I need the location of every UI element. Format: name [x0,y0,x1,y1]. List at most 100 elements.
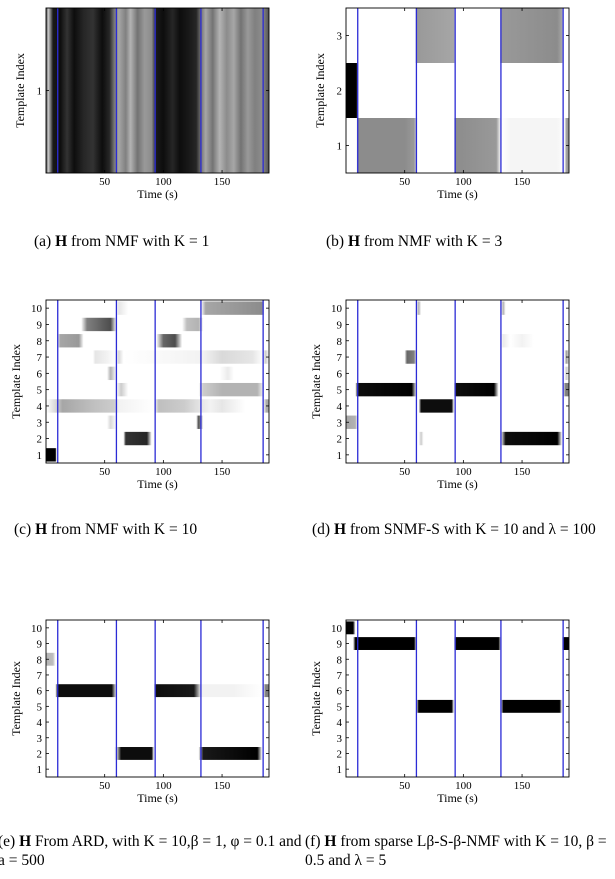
axes-frame [345,299,570,464]
caption-h: H [347,233,361,250]
heatmap-row-6 [346,366,569,381]
heatmap-row-8 [346,334,569,348]
caption-h: H [55,233,68,250]
y-tick-label: 4 [37,401,43,413]
y-tick-label: 1 [337,450,343,462]
heatmap-row-9 [346,637,569,650]
y-tick-label: 10 [31,623,43,635]
x-tick-label: 150 [214,176,231,188]
y-tick-label: 3 [337,417,343,429]
caption-text: From ARD, with K = 10,β = 1, φ = 0.1 and… [0,833,306,869]
y-tick-label: 1 [37,764,43,776]
x-axis-label: Time (s) [137,187,178,201]
y-tick-label: 8 [337,336,343,348]
y-tick-label: 9 [37,639,43,651]
x-tick-label: 50 [399,176,411,188]
caption-text: from sparse Lβ-S-β-NMF with K = 10, β = … [305,833,611,869]
caption-h: H [19,833,32,850]
panel-a: 50 100 150 1 Time (s) Template Index [13,7,270,201]
y-tick-label: 10 [331,623,343,635]
caption-mark: (a) [34,233,56,250]
caption-mark: (d) [312,521,334,538]
y-tick-label: 6 [37,686,43,698]
heatmap-row-4 [46,399,269,413]
heatmap-row-5 [46,382,269,397]
y-tick-label: 3 [337,733,343,745]
caption-b: (b) H from NMF with K = 3 [326,232,596,251]
y-axis-label: Template Index [9,661,23,736]
heatmap-row-9 [46,317,269,332]
heatmap-row-6 [46,366,269,381]
caption-mark: (e) [0,833,20,850]
heatmap-cells [46,652,269,760]
caption-mark: (f) [305,833,325,850]
heatmap-row-5 [346,382,569,397]
x-tick-label: 150 [214,466,231,478]
axes-frame [345,619,570,778]
x-tick-label: 50 [99,176,111,188]
panel-f: 50 100 150 1 2 3 4 5 6 7 8 9 10 Time (s) Template Inde… [309,619,570,805]
caption-a: (a) H from NMF with K = 1 [34,232,284,251]
y-axis-label: Template Index [309,661,323,736]
panel-b: 50 100 150 1 2 3 Time (s) Template Index [313,7,570,201]
heatmap-cells [46,8,269,173]
y-axis-label: Template Index [9,344,23,419]
x-tick-label: 100 [155,176,172,188]
heatmap-row-6 [46,684,269,698]
y-tick-label: 9 [337,639,343,651]
y-tick-label: 6 [337,686,343,698]
caption-c: (c) H from NMF with K = 10 [14,520,304,539]
panel-e: 50 100 150 1 2 3 4 5 6 7 8 9 10 Time (s) Template Inde… [9,619,270,805]
caption-mark: (b) [326,233,348,250]
y-tick-label: 3 [37,417,43,429]
x-axis-label: Time (s) [437,187,478,201]
caption-h: H [35,521,48,538]
x-tick-label: 150 [514,780,531,792]
y-axis-label: Template Index [309,344,323,419]
caption-h: H [324,833,337,850]
y-tick-label: 5 [37,385,43,397]
x-tick-label: 100 [155,780,172,792]
caption-text: from NMF with K = 1 [67,233,210,250]
x-tick-label: 50 [99,780,111,792]
caption-f: (f) H from sparse Lβ-S-β-NMF with K = 10… [305,832,610,870]
y-tick-label: 8 [337,654,343,666]
heatmap-row-8 [46,652,269,666]
axes-frame [45,619,270,778]
y-tick-label: 3 [37,733,43,745]
y-tick-label: 4 [337,717,343,729]
heatmap-cells [46,301,269,462]
heatmap-row-10 [346,621,569,635]
heatmap-row-10 [346,301,569,315]
heatmap-row-7 [346,350,569,364]
y-tick-label: 1 [37,86,43,98]
x-axis-label: Time (s) [137,477,178,491]
x-axis-label: Time (s) [137,791,178,805]
y-tick-label: 2 [337,748,343,760]
panel-d: 50 100 150 1 2 3 4 5 6 7 8 9 10 Time (s) Template Inde… [309,299,570,491]
y-tick-label: 8 [37,336,43,348]
y-tick-label: 4 [37,717,43,729]
y-tick-label: 2 [337,434,343,446]
y-tick-label: 1 [337,141,343,153]
heatmap-row-2 [46,747,269,760]
y-tick-label: 4 [337,401,343,413]
y-tick-label: 5 [337,385,343,397]
heatmap-cells [346,8,569,173]
caption-text: from NMF with K = 10 [47,521,198,538]
y-tick-label: 7 [337,670,343,682]
y-axis-label: Template Index [13,53,27,128]
y-tick-label: 2 [37,434,43,446]
caption-d: (d) H from SNMF-S with K = 10 and λ = 10… [312,520,612,539]
y-tick-label: 5 [37,701,43,713]
heatmap-row-1 [346,118,569,173]
x-axis-label: Time (s) [437,791,478,805]
y-tick-label: 9 [337,319,343,331]
caption-h: H [333,521,347,538]
y-tick-label: 1 [37,450,43,462]
heatmap-row-2 [346,431,569,446]
y-tick-label: 5 [337,701,343,713]
heatmap-row-2 [46,431,269,446]
y-tick-label: 10 [31,303,43,315]
heatmap-row-4 [346,399,569,413]
